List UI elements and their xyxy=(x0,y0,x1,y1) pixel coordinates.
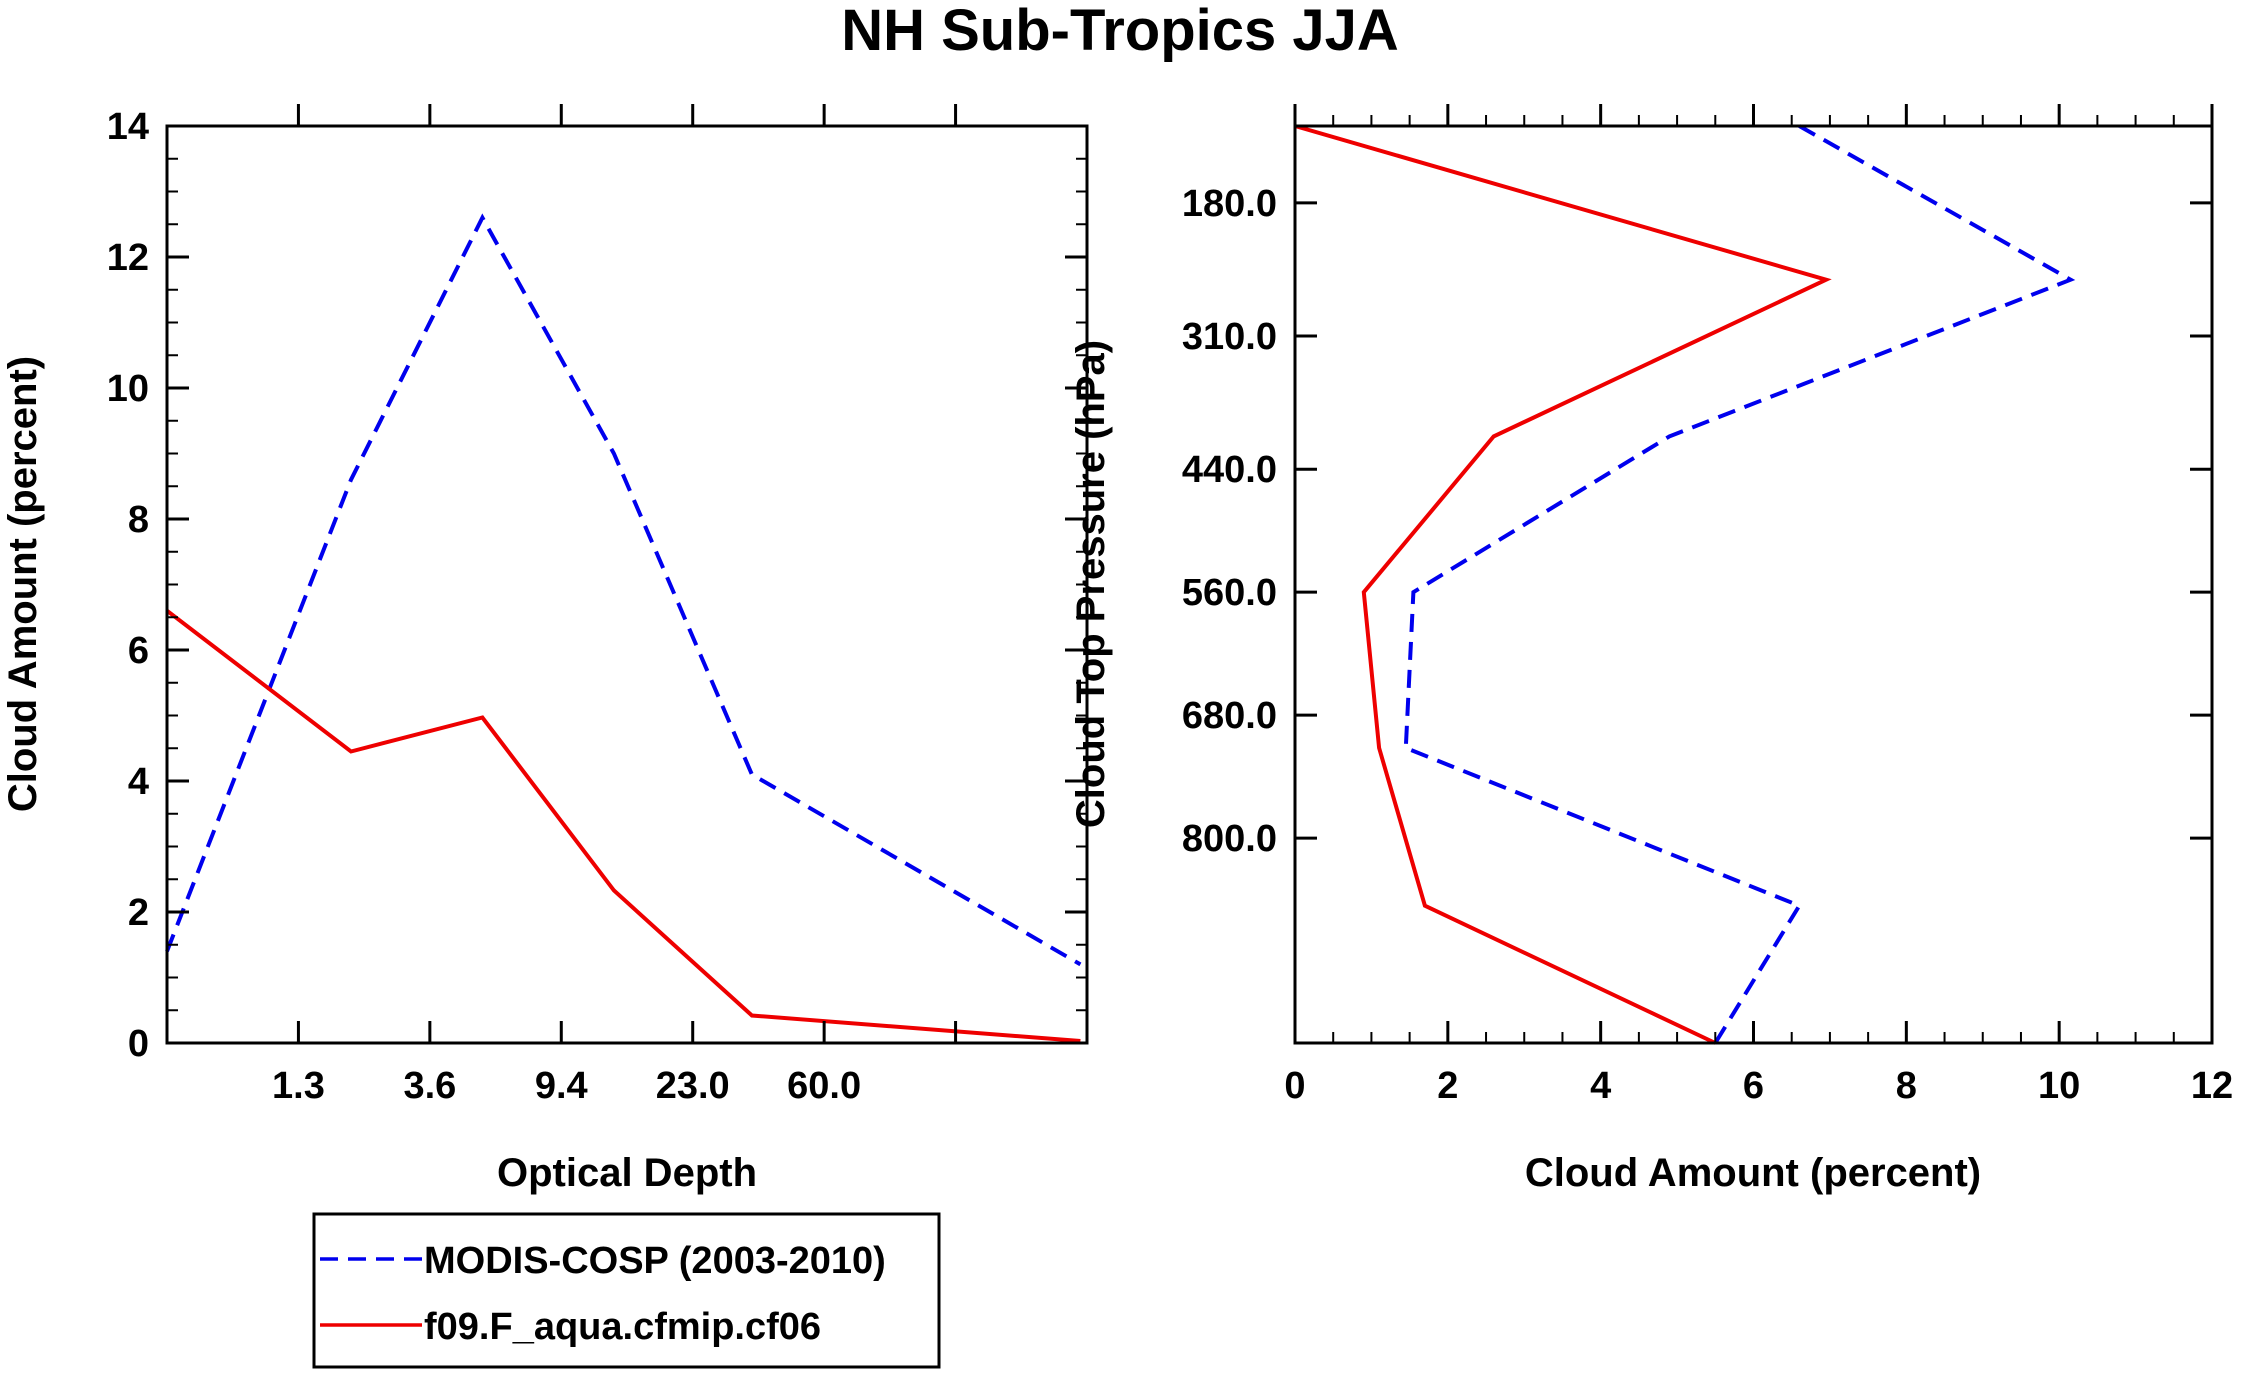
left-y-tick-label: 2 xyxy=(128,892,149,934)
right-x-tick-label: 10 xyxy=(2038,1065,2080,1107)
right-series-layer xyxy=(1294,124,2076,1045)
left-y-tick-label: 8 xyxy=(128,499,149,541)
left-x-tick-label: 3.6 xyxy=(403,1065,456,1107)
legend: MODIS-COSP (2003-2010) f09.F_aqua.cfmip.… xyxy=(312,1212,941,1369)
left-x-tick-label: 60.0 xyxy=(787,1065,861,1107)
pressure-panel: 0 2 4 6 8 10 12180.0310.0440.0560.0680.0800.0 … xyxy=(1069,104,2233,1195)
left-series-layer xyxy=(165,213,1082,1043)
right-x-tick-label: 12 xyxy=(2191,1065,2233,1107)
left-x-tick-label: 1.3 xyxy=(272,1065,325,1107)
left-y-tick-label: 0 xyxy=(128,1023,149,1065)
left-y-tick-label: 4 xyxy=(128,761,149,803)
left-y-tick-label: 10 xyxy=(107,368,149,410)
left-series-model xyxy=(165,609,1081,1043)
right-series-obs xyxy=(1403,124,2076,1045)
left-x-axis-label: Optical Depth xyxy=(497,1151,757,1195)
right-y-tick-label: 680.0 xyxy=(1182,695,1277,737)
legend-frame xyxy=(312,1212,941,1369)
right-y-tick-label: 560.0 xyxy=(1182,572,1277,614)
right-ticks: 0 2 4 6 8 10 12 180.0 310.0 440.0 560.0 680.0 800.0 xyxy=(1182,104,2233,1107)
left-y-tick-label: 12 xyxy=(107,237,149,279)
chart-title: NH Sub-Tropics JJA xyxy=(841,0,1399,63)
right-x-tick-label: 2 xyxy=(1437,1065,1458,1107)
left-ticks: 0 2 4 6 8 10 12 14 1.3 3.6 9.4 23.0 60.0 xyxy=(107,104,1087,1107)
left-y-axis-label: Cloud Amount (percent) xyxy=(1,356,45,812)
right-x-tick-label: 8 xyxy=(1896,1065,1917,1107)
left-series-obs xyxy=(165,213,1082,967)
right-y-tick-label: 440.0 xyxy=(1182,449,1277,491)
legend-label-obs: MODIS-COSP (2003-2010) xyxy=(424,1240,886,1282)
right-y-tick-label: 310.0 xyxy=(1182,316,1277,358)
right-y-tick-label: 800.0 xyxy=(1182,818,1277,860)
optical-depth-panel: 0 2 4 6 8 10 12 14 1.3 3.6 9.4 23.0 60.0 Optical Dep… xyxy=(1,104,1089,1195)
right-x-axis-label: Cloud Amount (percent) xyxy=(1525,1151,1981,1195)
left-plot-frame xyxy=(165,124,1089,1045)
left-y-tick-label: 14 xyxy=(107,106,149,148)
legend-label-model: f09.F_aqua.cfmip.cf06 xyxy=(424,1306,821,1348)
right-x-tick-label: 6 xyxy=(1743,1065,1764,1107)
right-x-tick-label: 0 xyxy=(1284,1065,1305,1107)
right-series-model xyxy=(1294,124,1832,1045)
left-x-tick-label: 9.4 xyxy=(535,1065,588,1107)
right-y-axis-label: Cloud Top Pressure (hPa) xyxy=(1069,340,1113,828)
right-y-tick-label: 180.0 xyxy=(1182,183,1277,225)
right-plot-frame xyxy=(1293,124,2214,1045)
left-y-tick-label: 6 xyxy=(128,630,149,672)
left-x-tick-label: 23.0 xyxy=(656,1065,730,1107)
right-x-tick-label: 4 xyxy=(1590,1065,1611,1107)
